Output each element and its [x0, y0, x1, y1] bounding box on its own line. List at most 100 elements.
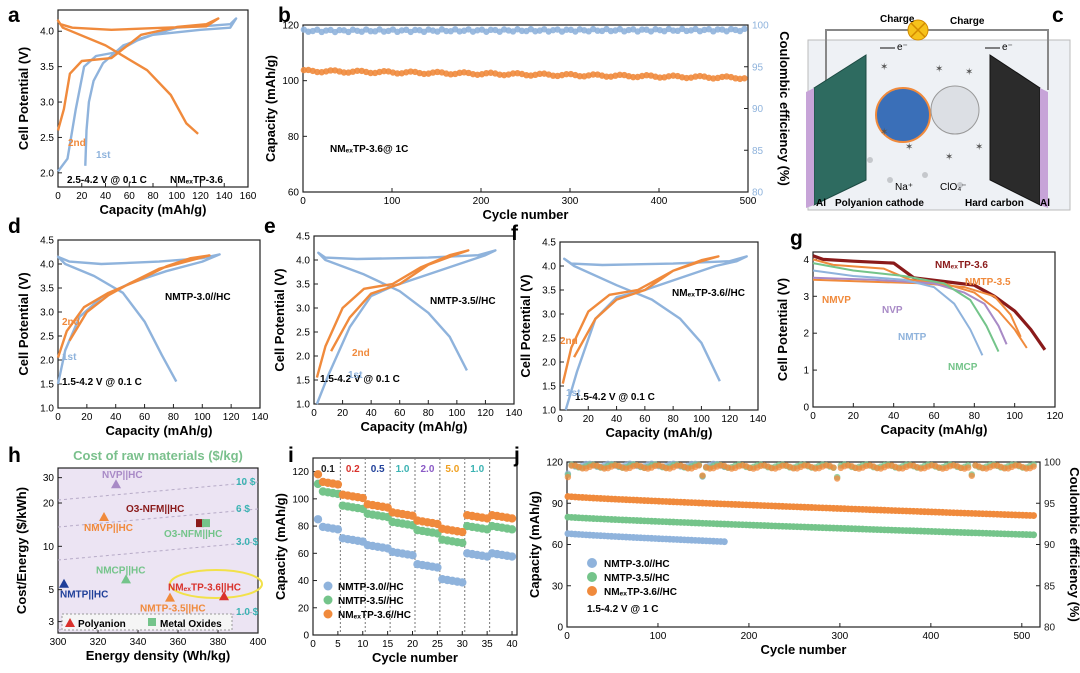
ion-icon: ✶	[965, 67, 973, 78]
rate-point	[313, 515, 323, 524]
y-tick-label: 3.0	[296, 304, 310, 315]
x-axis-label: Capacity (mAh/g)	[361, 419, 468, 434]
x-tick-label: 40	[611, 414, 623, 425]
ce-point	[1030, 463, 1037, 470]
y-right-tick-label: 95	[1044, 499, 1056, 510]
y-tick-label: 2.5	[542, 334, 556, 345]
y-tick-label: 0	[557, 623, 563, 634]
y-tick-label: 4.5	[296, 232, 310, 243]
x-axis-label: Capacity (mAh/g)	[106, 423, 213, 438]
y-tick-label: 4	[803, 255, 809, 266]
y-tick-label: 100	[292, 494, 309, 505]
x-tick-label: 40	[506, 639, 518, 650]
al-collector-left	[806, 88, 814, 208]
y-right-tick-label: 85	[752, 146, 764, 157]
y-tick-label: 40	[298, 576, 310, 587]
y-tick-label: 3.5	[40, 62, 54, 73]
na-ion-icon	[957, 182, 963, 188]
x-axis-label: Cycle number	[483, 207, 569, 222]
x-tick-label: 340	[130, 637, 147, 648]
legend-label: NMTP-3.0//HC	[604, 559, 670, 570]
iso-cost-label: 10 $	[236, 477, 256, 488]
y-tick-label: 1.0	[40, 404, 54, 415]
y-axis-label: Cell Potential (V)	[16, 272, 31, 375]
y-tick-label: 4.0	[296, 256, 310, 267]
x-tick-label: 140	[506, 408, 523, 419]
legend-marker	[587, 572, 597, 582]
x-tick-label: 60	[928, 411, 940, 422]
x-tick-label: 0	[55, 412, 61, 423]
ce-point	[741, 25, 748, 33]
x-tick-label: 0	[300, 196, 306, 207]
ion-icon: ✶	[945, 152, 953, 163]
capacity-point	[741, 75, 748, 82]
x-tick-label: 60	[139, 412, 151, 423]
curve-2nd	[561, 255, 720, 384]
plot-frame	[566, 461, 1041, 628]
y-tick-label: 120	[282, 21, 299, 32]
legend-label: NMTP-3.5//HC	[338, 596, 404, 607]
plot-frame	[313, 235, 515, 405]
second-cycle-label: 2nd	[62, 317, 80, 328]
rate-point	[313, 470, 323, 479]
x-tick-label: 80	[423, 408, 435, 419]
ce-point	[695, 462, 703, 469]
condition-label: 1.5-4.2 V @ 0.1 C	[62, 377, 142, 388]
x-tick-label: 120	[477, 408, 494, 419]
y-tick-label: 1.0	[296, 400, 310, 411]
x-tick-label: 400	[923, 631, 940, 642]
sample-label: NMTP-3.0//HC	[165, 292, 231, 303]
x-tick-label: 400	[651, 196, 668, 207]
y-axis-label: Capacity (mAh/g)	[273, 493, 288, 600]
x-tick-label: 500	[740, 196, 757, 207]
y-tick-label: 3	[803, 292, 809, 303]
capacity-point	[327, 67, 334, 74]
ce-point	[830, 464, 837, 471]
panel-i: 0 5 10 15 20 25 30 35 40 0 20 40 60 80 100 120 Cycle num…	[273, 457, 518, 665]
legend-marker	[323, 595, 333, 605]
x-tick-label: 60	[394, 408, 406, 419]
capacity-point	[576, 72, 583, 80]
series-label: NMTP-3.5	[965, 277, 1011, 288]
y-tick-label: 60	[298, 549, 310, 560]
y-axis-label: Cell Potential (V)	[775, 278, 790, 381]
y-tick-label: 3.0	[542, 310, 556, 321]
legend-label: NMₑₓTP-3.6//HC	[604, 587, 677, 598]
y-tick-label: 3.5	[542, 286, 556, 297]
highlight-ellipse	[169, 569, 263, 599]
first-cycle-label: 1st	[62, 352, 77, 363]
series-label: NMVP	[822, 295, 851, 306]
plot-frame	[57, 467, 259, 634]
electron-label-left: e⁻	[897, 42, 908, 53]
x-tick-label: 300	[562, 196, 579, 207]
y-tick-label: 2	[803, 329, 809, 340]
bulb-cross-icon	[910, 22, 926, 38]
y-axis-label: Cell Potential (V)	[518, 274, 533, 377]
y-tick-label: 1.5	[40, 380, 54, 391]
point-label: O3-NFM||HC	[126, 504, 184, 515]
first-cycle-label: 1st	[348, 370, 363, 381]
y-tick-label: 2.5	[40, 133, 54, 144]
panel-letter: g	[790, 227, 803, 250]
panel-letter: f	[511, 222, 519, 245]
y-tick-label: 2.5	[296, 328, 310, 339]
panel-g: 0 20 40 60 80 100 120 0 1 2 3 4 Capacity (mAh/g) Cell…	[775, 251, 1064, 437]
panel-letter: d	[8, 215, 21, 238]
ce-point	[833, 475, 841, 482]
x-tick-label: 0	[557, 414, 563, 425]
rate-point	[507, 514, 517, 523]
point-label: NMTP-3.5||HC	[140, 604, 206, 615]
legend-marker	[323, 609, 333, 619]
y-right-tick-label: 100	[1044, 458, 1061, 469]
legend-label: Polyanion	[78, 619, 126, 630]
x-tick-label: 100	[693, 414, 710, 425]
sample-rate-label: NMₑₓTP-3.6@ 1C	[330, 144, 408, 155]
ce-point	[968, 472, 975, 479]
panel-h: 300 320 340 360 380 400 3 5 10 20 30 Energy density…	[14, 448, 267, 663]
y-tick-label: 2.0	[296, 352, 310, 363]
x-tick-label: 40	[100, 191, 112, 202]
x-tick-label: 320	[90, 637, 107, 648]
chart-title: Cost of raw materials ($/kg)	[73, 448, 243, 463]
y-tick-label: 3	[48, 617, 54, 628]
